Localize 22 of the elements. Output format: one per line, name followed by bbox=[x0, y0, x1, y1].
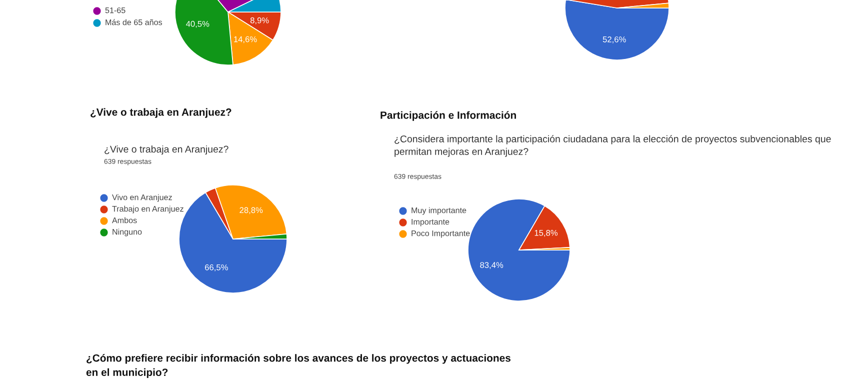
data-label: 66,5% bbox=[205, 264, 228, 272]
legend-label: Muy importante bbox=[412, 207, 466, 215]
legend-label: Importante bbox=[412, 219, 450, 226]
data-label: 40,5% bbox=[186, 20, 210, 28]
data-label: 52,6% bbox=[602, 36, 626, 44]
data-label: 28,8% bbox=[240, 207, 263, 214]
legend-label: Ninguno bbox=[112, 228, 142, 236]
data-label: 14,6% bbox=[234, 36, 257, 44]
legend-label: Vivo en Aranjuez bbox=[112, 194, 172, 202]
text: ¿Considera importante la participación ciudadana para la elección de proyectos subvencionables que permitan mejoras en Aranjuez? bbox=[394, 135, 831, 157]
chart-title: ¿Vive o trabaja en Aranjuez? bbox=[104, 145, 228, 155]
legend-label: Poco Importante bbox=[412, 230, 470, 238]
text: Participación e Información bbox=[380, 111, 516, 121]
legend-label: Trabajo en Aranjuez bbox=[112, 206, 184, 214]
legend-label: 51-65 bbox=[105, 7, 126, 14]
text: ¿Vive o trabaja en Aranjuez? bbox=[90, 108, 232, 118]
text: ¿Cómo prefiere recibir información sobre los avances de los proyectos y actuaciones en el municipio? bbox=[86, 354, 510, 378]
data-label: 15,8% bbox=[534, 230, 558, 237]
data-label: 8,9% bbox=[250, 17, 269, 24]
legend-label: Más de 65 años bbox=[106, 19, 162, 26]
legend-label: Ambos bbox=[112, 217, 137, 224]
data-label: 83,4% bbox=[480, 262, 504, 269]
